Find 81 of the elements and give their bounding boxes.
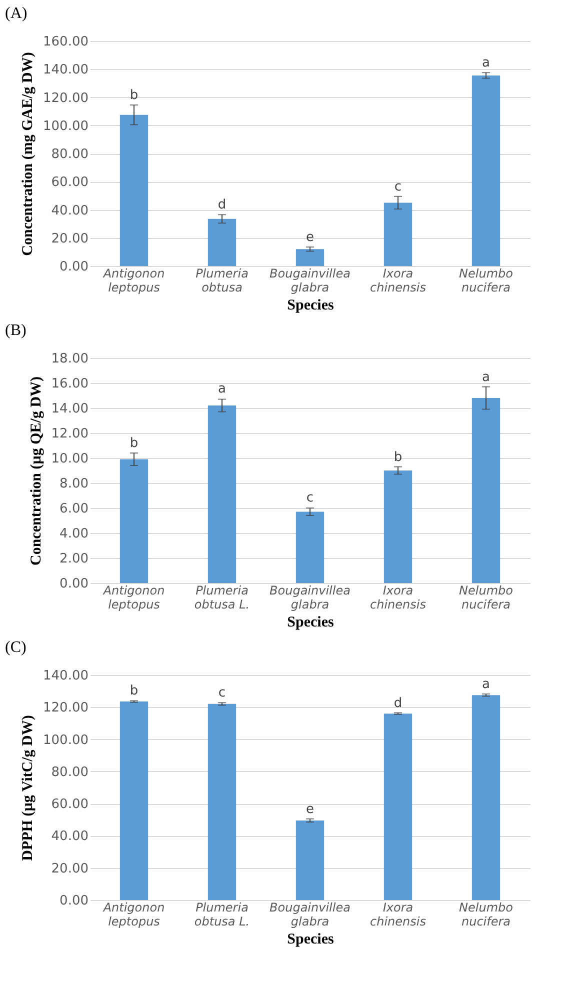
y-tick-label: 20.00 — [51, 231, 88, 246]
y-tick-label: 8.00 — [60, 476, 88, 492]
y-tick-label: 120.00 — [43, 700, 88, 716]
x-axis-title: Species — [287, 932, 334, 948]
annotation: e — [306, 230, 314, 246]
y-tick-label: 120.00 — [43, 90, 88, 106]
bar — [472, 695, 500, 900]
y-tick-label: 100.00 — [43, 732, 88, 748]
bar — [384, 470, 412, 583]
x-tick-label: Plumeria obtusa — [196, 266, 248, 294]
bar — [296, 249, 324, 266]
y-axis-title: DPPH (µg VitC/g DW) — [20, 715, 36, 861]
annotation: c — [306, 490, 314, 506]
bar — [384, 202, 412, 266]
bar — [296, 820, 324, 900]
y-tick-label: 160.00 — [43, 34, 88, 50]
x-tick-label: Ixora chinensis — [370, 900, 426, 928]
annotation: d — [394, 696, 402, 711]
x-tick-label: Nelumbo nucifera — [459, 584, 513, 612]
y-tick-label: 12.00 — [51, 426, 88, 442]
y-tick-label: 40.00 — [51, 203, 88, 218]
x-tick-label: Bougainvillea glabra — [270, 900, 350, 928]
annotation: e — [306, 802, 314, 817]
x-tick-label: Plumeria obtusa L. — [194, 584, 250, 612]
x-tick-label: Ixora chinensis — [370, 266, 426, 294]
y-tick-label: 0.00 — [60, 894, 88, 908]
x-tick-label: Ixora chinensis — [370, 584, 426, 612]
bar — [472, 75, 500, 266]
y-tick-label: 60.00 — [51, 175, 88, 190]
bar — [120, 702, 148, 900]
x-tick-label: Nelumbo nucifera — [459, 900, 513, 928]
annotation: c — [394, 179, 402, 194]
y-tick-label: 0.00 — [60, 576, 88, 592]
y-tick-label: 140.00 — [43, 668, 88, 684]
annotation: a — [482, 676, 490, 692]
x-tick-label: Bougainvillea glabra — [270, 266, 350, 294]
chart-title: (C) — [5, 639, 26, 656]
y-tick-label: 20.00 — [51, 861, 88, 876]
y-tick-label: 16.00 — [51, 376, 88, 392]
x-tick-label: Antigonon leptopus — [102, 900, 165, 928]
bar — [208, 406, 236, 583]
annotation: b — [130, 88, 138, 103]
y-axis-title: Concentration (mg GAE/g DW) — [20, 52, 36, 256]
y-tick-label: 18.00 — [51, 352, 88, 366]
x-tick-label: Antigonon leptopus — [102, 266, 165, 294]
y-tick-label: 100.00 — [43, 118, 88, 134]
x-tick-label: Antigonon leptopus — [102, 584, 165, 612]
y-tick-label: 80.00 — [51, 764, 88, 780]
x-tick-label: Bougainvillea glabra — [270, 584, 350, 612]
y-axis-title: Concentration (µg QE/g DW) — [28, 376, 44, 566]
annotation: c — [218, 686, 226, 701]
annotation: b — [130, 684, 138, 699]
y-tick-label: 140.00 — [43, 62, 88, 78]
y-tick-label: 14.00 — [51, 402, 88, 416]
x-tick-label: Nelumbo nucifera — [459, 266, 513, 294]
bar — [384, 714, 412, 900]
annotation: d — [218, 198, 226, 213]
annotation: a — [218, 382, 226, 397]
bar — [296, 512, 324, 583]
chart-title: (B) — [5, 322, 26, 339]
y-tick-label: 6.00 — [60, 502, 88, 516]
y-tick-label: 4.00 — [60, 526, 88, 542]
annotation: a — [482, 56, 490, 71]
y-tick-label: 0.00 — [60, 260, 88, 274]
bar — [120, 459, 148, 583]
bar — [208, 218, 236, 266]
bar — [208, 704, 236, 900]
annotation: b — [130, 436, 138, 451]
y-tick-label: 80.00 — [51, 147, 88, 162]
y-tick-label: 60.00 — [51, 797, 88, 812]
annotation: a — [482, 370, 490, 385]
chart-title: (A) — [5, 5, 28, 22]
y-tick-label: 40.00 — [51, 829, 88, 844]
bar — [120, 114, 148, 266]
x-tick-label: Plumeria obtusa L. — [194, 900, 250, 928]
y-tick-label: 2.00 — [60, 552, 88, 566]
x-axis-title: Species — [287, 298, 334, 314]
bar — [472, 398, 500, 583]
annotation: b — [394, 450, 402, 465]
y-tick-label: 10.00 — [51, 452, 88, 466]
x-axis-title: Species — [287, 614, 334, 630]
